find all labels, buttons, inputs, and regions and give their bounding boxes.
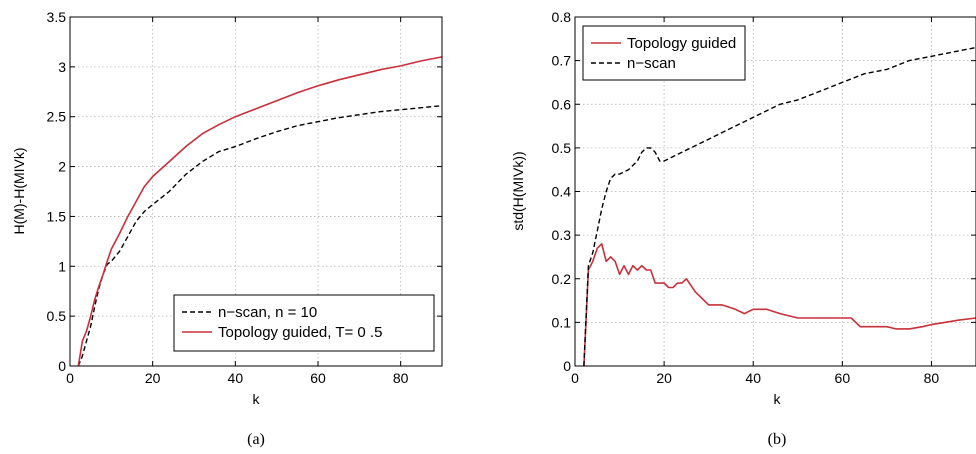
y-tick-label: 0.6 — [552, 96, 572, 112]
y-tick-label: 0.1 — [552, 314, 572, 330]
x-tick-label: 60 — [310, 370, 326, 386]
y-tick-label: 0.3 — [552, 227, 572, 243]
y-tick-label: 1.5 — [47, 208, 67, 224]
y-tick-label: 0.5 — [47, 308, 67, 324]
y-tick-label: 0.2 — [552, 271, 572, 287]
legend-box — [582, 25, 746, 81]
panel-caption-b: (b) — [768, 431, 787, 448]
legend-entry-label: n−scan — [627, 55, 676, 72]
y-tick-label: 3.5 — [47, 9, 67, 25]
series-line-n-scan — [77, 105, 443, 367]
legend-entry-label: Topology guided — [627, 35, 736, 52]
legend-entry-label: n−scan, n = 10 — [218, 304, 317, 321]
x-axis-label-a: k — [253, 391, 261, 407]
x-tick-label: 80 — [924, 370, 940, 386]
series-line-topology-guided — [583, 243, 976, 367]
y-tick-label: 0.4 — [552, 184, 572, 200]
y-tick-label: 2.5 — [47, 109, 67, 125]
chart-panel-a: 0 20 40 60 80 0 0.5 1 1.5 2 2.5 3 3.5 k H(M)-H(MIVk)… — [11, 9, 443, 448]
y-axis-label-b: std(H(MIVk)) — [510, 151, 526, 230]
x-tick-label: 40 — [745, 370, 761, 386]
y-axis-label-a: H(M)-H(MIVk) — [11, 147, 27, 234]
series-line-topology-guided — [77, 56, 443, 367]
legend-box — [173, 294, 435, 352]
y-tick-label: 0.8 — [552, 9, 572, 25]
series-line-n-scan — [583, 46, 976, 367]
plot-frame-a — [69, 16, 443, 367]
y-tick-label: 0 — [563, 358, 571, 374]
x-tick-label: 20 — [656, 370, 672, 386]
y-tick-label: 3 — [58, 59, 66, 75]
y-tick-label: 0.5 — [552, 140, 572, 156]
x-tick-label: 80 — [393, 370, 409, 386]
legend-entry-label: Topology guided, T= 0 .5 — [218, 324, 382, 341]
panel-caption-a: (a) — [247, 431, 265, 448]
x-tick-label: 60 — [835, 370, 851, 386]
x-tick-label: 40 — [228, 370, 244, 386]
chart-panel-b: 0 20 40 60 80 0 0.1 0.2 0.3 0.4 0.5 0.6 0.7 0.8 k std… — [510, 9, 976, 448]
y-tick-label: 2 — [58, 159, 66, 175]
y-tick-label: 0.7 — [552, 53, 572, 69]
y-tick-label: 1 — [58, 258, 66, 274]
x-tick-label: 0 — [66, 370, 74, 386]
x-tick-label: 0 — [571, 370, 579, 386]
x-axis-label-b: k — [774, 391, 782, 407]
y-tick-label: 0 — [58, 358, 66, 374]
x-tick-label: 20 — [145, 370, 161, 386]
